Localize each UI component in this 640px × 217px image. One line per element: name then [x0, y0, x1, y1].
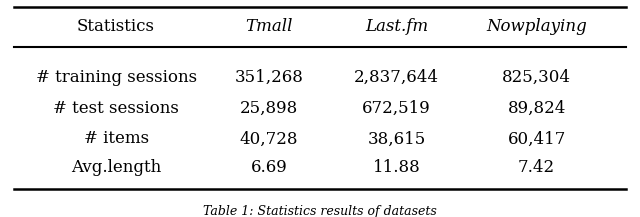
Text: 825,304: 825,304 [502, 69, 571, 86]
Text: 89,824: 89,824 [508, 100, 566, 117]
Text: # test sessions: # test sessions [53, 100, 179, 117]
Text: 40,728: 40,728 [240, 130, 298, 147]
Text: Tmall: Tmall [245, 18, 292, 35]
Text: 25,898: 25,898 [240, 100, 298, 117]
Text: Table 1: Statistics results of datasets: Table 1: Statistics results of datasets [203, 205, 437, 217]
Text: 351,268: 351,268 [235, 69, 303, 86]
Text: 7.42: 7.42 [518, 159, 556, 176]
Text: 60,417: 60,417 [508, 130, 566, 147]
Text: Last.fm: Last.fm [365, 18, 428, 35]
Text: Avg.length: Avg.length [71, 159, 161, 176]
Text: 11.88: 11.88 [372, 159, 420, 176]
Text: Statistics: Statistics [77, 18, 155, 35]
Text: Nowplaying: Nowplaying [486, 18, 587, 35]
Text: 6.69: 6.69 [251, 159, 287, 176]
Text: # training sessions: # training sessions [36, 69, 196, 86]
Text: 2,837,644: 2,837,644 [354, 69, 439, 86]
Text: 38,615: 38,615 [367, 130, 426, 147]
Text: # items: # items [84, 130, 148, 147]
Text: 672,519: 672,519 [362, 100, 431, 117]
